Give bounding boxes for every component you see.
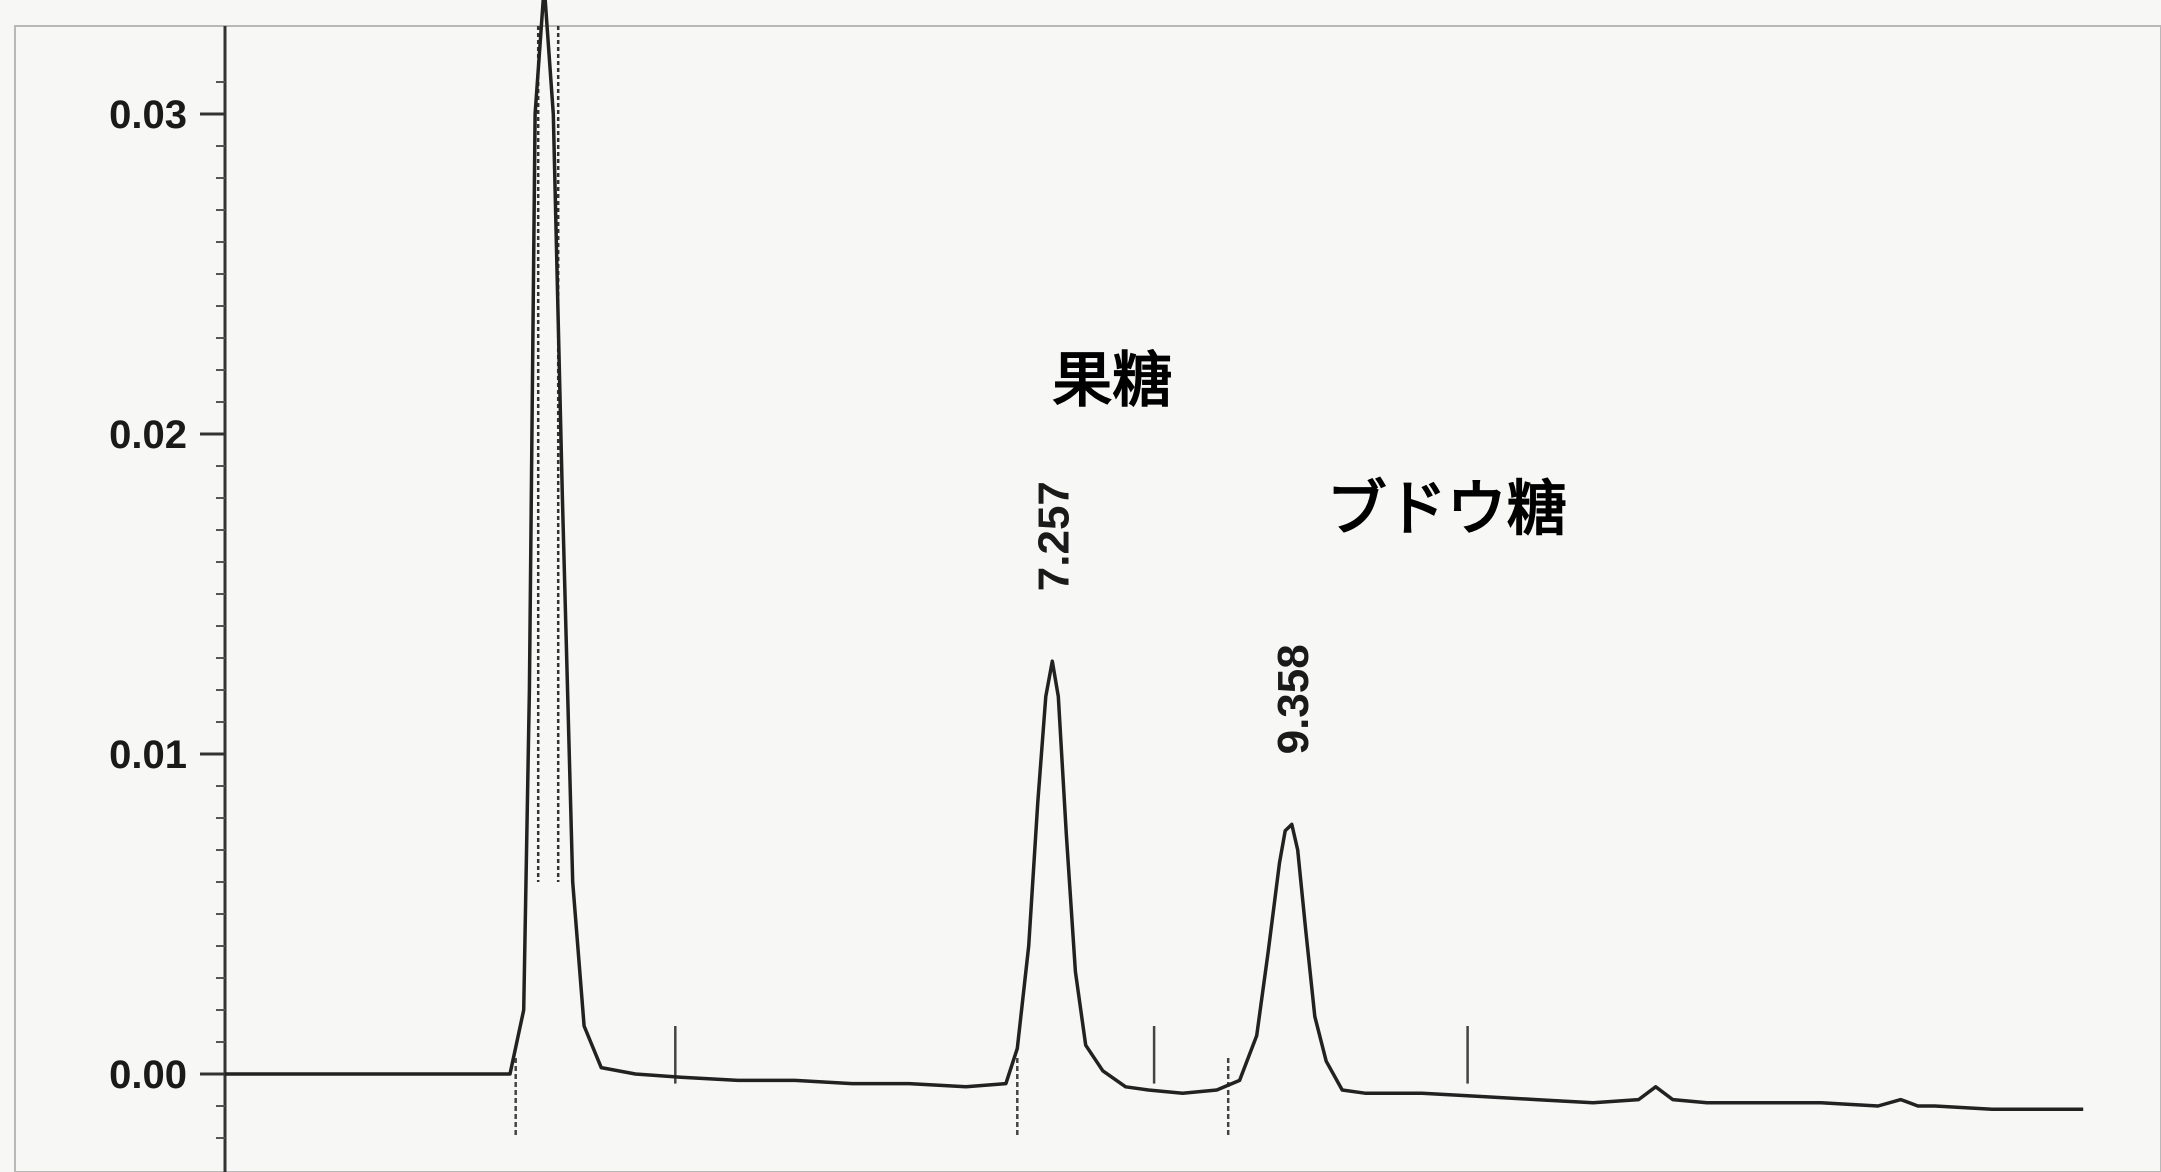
compound-name-label: ブドウ糖 xyxy=(1327,474,1567,544)
y-tick-label: 0.03 xyxy=(109,93,187,137)
peak-labels: 7.257 果糖 9.358 ブドウ糖 xyxy=(1029,346,1567,754)
integration-markers xyxy=(514,26,1469,1138)
plot-border xyxy=(14,25,2161,1172)
chromatogram-trace xyxy=(225,0,2084,1111)
peak-retention-label: 9.358 xyxy=(1269,644,1318,754)
compound-name-label: 果糖 xyxy=(1052,346,1172,416)
y-tick-label: 0.00 xyxy=(109,1053,187,1097)
y-axis-ticks: 0.03 0.02 0.01 0.00 xyxy=(109,81,225,1139)
y-tick-label: 0.02 xyxy=(109,413,187,457)
peak-retention-label: 7.257 xyxy=(1029,481,1078,591)
y-tick-label: 0.01 xyxy=(109,733,187,777)
